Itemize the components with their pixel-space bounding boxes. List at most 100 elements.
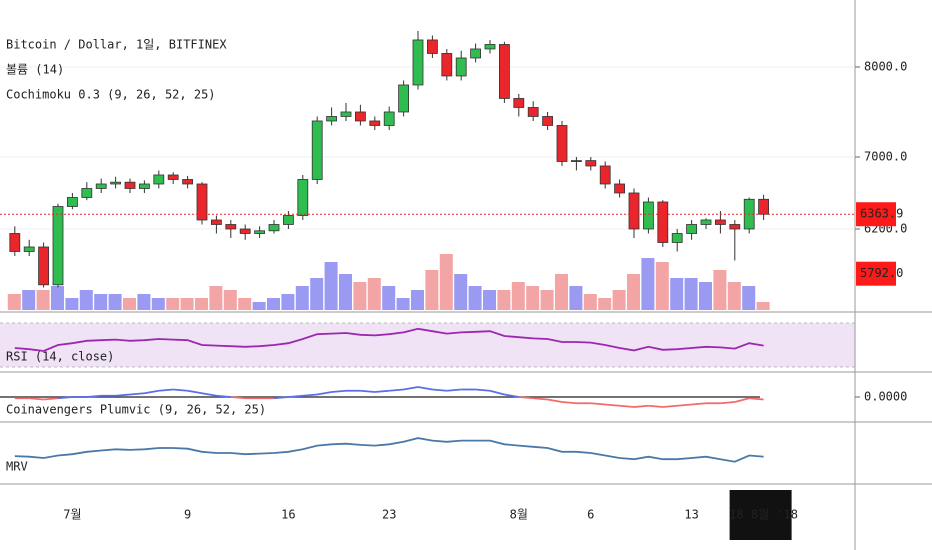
x-tick-label: 18 8월 '18 (729, 508, 798, 522)
volume-bar (36, 290, 50, 310)
volume-bar (612, 290, 626, 310)
osc-segment (677, 403, 692, 407)
osc-segment (403, 386, 419, 391)
osc-segment (86, 394, 102, 398)
candle-body (513, 98, 525, 108)
candle-body (225, 224, 237, 230)
volume-title: 볼륨 (14) (6, 63, 64, 77)
candle-body (95, 183, 107, 189)
y-tick-label: 0.0000 (864, 390, 907, 404)
volume-bar (339, 274, 352, 310)
candle-body (571, 160, 582, 162)
x-tick-label: 6 (587, 508, 594, 522)
osc-segment (216, 394, 231, 398)
candle-body (196, 183, 208, 221)
osc-segment (187, 389, 203, 395)
volume-bar (439, 254, 453, 310)
candle-body (599, 165, 611, 185)
volume-bar (497, 290, 511, 310)
volume-bar (511, 282, 525, 310)
candle-body (426, 39, 438, 54)
volume-bar (713, 270, 727, 310)
candle-body (671, 233, 683, 243)
osc-segment (734, 397, 750, 403)
candle-body (441, 53, 453, 77)
osc-segment (619, 404, 635, 408)
osc-segment (173, 388, 188, 392)
candle-body (398, 84, 410, 113)
candle-body (138, 183, 150, 189)
osc-segment (331, 389, 347, 393)
osc-segment (533, 397, 548, 401)
volume-bar (238, 298, 252, 310)
candle-body (527, 107, 539, 117)
volume-bar (583, 294, 597, 310)
ma-price-box (856, 261, 896, 286)
osc-segment (518, 396, 534, 400)
candle-body (542, 116, 553, 126)
volume-bar (627, 274, 640, 310)
osc-segment (432, 388, 447, 392)
volume-bar (367, 278, 381, 310)
osc-segment (504, 393, 519, 398)
volume-bar (353, 282, 367, 310)
candle-body (758, 198, 769, 215)
candle-body (498, 44, 510, 99)
volume-bar (267, 298, 280, 310)
candle-body (110, 181, 121, 185)
candle-body (340, 111, 352, 117)
volume-bar (670, 278, 684, 310)
volume-bar (108, 294, 122, 310)
y-tick-label: 8000.0 (864, 59, 907, 73)
candle-body (369, 120, 381, 126)
candle-body (729, 224, 741, 230)
candle-body (38, 246, 49, 286)
volume-bar (454, 274, 468, 310)
x-tick-label: 7월 (63, 508, 81, 522)
volume-bar (411, 290, 424, 310)
candle-body (297, 179, 309, 216)
osc-segment (201, 392, 217, 397)
last-price-label: 6363.9 (860, 207, 903, 221)
osc-segment (561, 401, 577, 405)
volume-bar (655, 262, 669, 310)
candle-body (9, 233, 21, 252)
volume-bar (123, 298, 136, 310)
plot (0, 30, 860, 463)
volume-bar (526, 286, 540, 310)
candle-body (326, 116, 338, 122)
candle-body (124, 181, 136, 189)
osc-segment (317, 391, 332, 396)
candle-body (311, 120, 323, 180)
volume-bar (396, 298, 410, 310)
candle-body (354, 111, 366, 122)
candle-body (585, 160, 597, 167)
osc-segment (29, 397, 44, 401)
volume-bar (281, 294, 295, 310)
osc-segment (144, 389, 159, 395)
rsi-line (14, 327, 764, 352)
osc-segment (547, 398, 563, 403)
candle-body (455, 57, 467, 77)
volume-bar (195, 298, 208, 310)
osc-segment (158, 388, 174, 392)
osc-segment (648, 404, 663, 408)
candle-body (470, 48, 482, 59)
volume-bar (151, 298, 165, 310)
volume-bar (252, 302, 266, 310)
volume-bar (742, 286, 756, 310)
osc-segment (43, 397, 59, 401)
volume-bar (727, 282, 741, 310)
rsi-title: RSI (14, close) (6, 350, 114, 364)
osc-segment (749, 397, 764, 401)
osc-segment (230, 396, 246, 400)
last-price-box (856, 202, 896, 227)
candle-body (614, 183, 625, 194)
x-tick-label: 16 (281, 508, 295, 522)
volume-bar (180, 298, 194, 310)
candle-body (412, 39, 424, 86)
volume-bar (540, 290, 554, 310)
candle-body (67, 197, 78, 207)
